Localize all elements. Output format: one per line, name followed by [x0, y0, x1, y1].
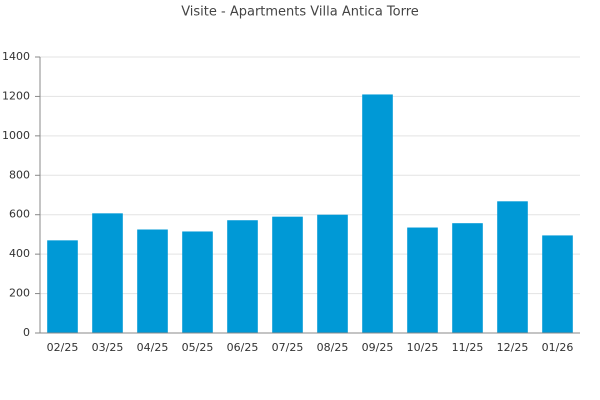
chart-title: Visite - Apartments Villa Antica Torre	[181, 5, 419, 20]
y-tick-label: 800	[9, 168, 30, 181]
y-tick-label: 0	[23, 326, 30, 339]
x-tick-label: 05/25	[182, 341, 214, 354]
bar	[542, 235, 573, 333]
x-tick-label: 04/25	[137, 341, 169, 354]
bar	[497, 201, 528, 333]
x-tick-label: 09/25	[362, 341, 394, 354]
x-tick-label: 07/25	[272, 341, 304, 354]
x-tick-label: 08/25	[317, 341, 349, 354]
y-tick-label: 200	[9, 287, 30, 300]
bar	[92, 213, 123, 333]
bar	[227, 220, 258, 333]
x-tick-label: 03/25	[92, 341, 124, 354]
y-tick-label: 400	[9, 247, 30, 260]
y-tick-label: 1200	[2, 89, 30, 102]
bar	[407, 227, 438, 333]
x-tick-label: 01/26	[542, 341, 574, 354]
bar	[137, 229, 168, 333]
bar	[317, 214, 348, 333]
bar	[272, 216, 303, 333]
bar	[182, 231, 213, 333]
x-tick-label: 11/25	[452, 341, 484, 354]
x-tick-label: 02/25	[47, 341, 79, 354]
bar	[452, 223, 483, 333]
y-tick-label: 1400	[2, 50, 30, 63]
bar	[47, 240, 78, 333]
y-tick-label: 600	[9, 208, 30, 221]
x-tick-label: 12/25	[497, 341, 529, 354]
x-tick-label: 06/25	[227, 341, 259, 354]
bar	[362, 94, 393, 333]
x-tick-label: 10/25	[407, 341, 439, 354]
y-tick-label: 1000	[2, 129, 30, 142]
